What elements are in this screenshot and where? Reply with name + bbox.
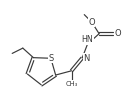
Text: CH₃: CH₃ xyxy=(65,81,78,86)
Text: N: N xyxy=(83,54,90,63)
Text: O: O xyxy=(114,29,121,38)
Text: O: O xyxy=(88,17,95,26)
Text: HN: HN xyxy=(82,35,93,44)
Text: S: S xyxy=(48,54,53,63)
